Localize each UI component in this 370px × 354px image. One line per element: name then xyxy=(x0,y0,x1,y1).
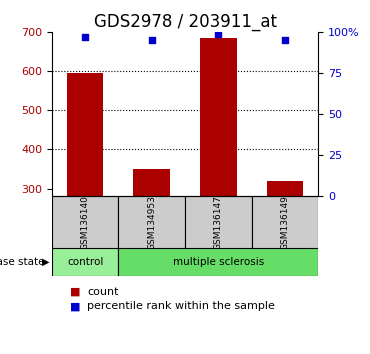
Bar xyxy=(52,248,118,276)
Bar xyxy=(185,196,252,248)
Point xyxy=(82,34,88,40)
Text: ■: ■ xyxy=(70,287,81,297)
Text: GSM134953: GSM134953 xyxy=(147,195,156,250)
Text: GSM136149: GSM136149 xyxy=(280,195,289,250)
Bar xyxy=(118,196,185,248)
Point xyxy=(215,31,221,36)
Point xyxy=(149,37,155,43)
Point xyxy=(282,37,288,43)
Text: control: control xyxy=(67,257,103,267)
Text: GSM136147: GSM136147 xyxy=(214,195,223,250)
Bar xyxy=(52,196,118,248)
Text: GSM136140: GSM136140 xyxy=(81,195,90,250)
Text: disease state: disease state xyxy=(0,257,48,267)
Bar xyxy=(118,248,318,276)
Text: multiple sclerosis: multiple sclerosis xyxy=(173,257,264,267)
Title: GDS2978 / 203911_at: GDS2978 / 203911_at xyxy=(94,13,276,30)
Bar xyxy=(200,38,237,196)
Bar xyxy=(133,169,170,196)
Text: count: count xyxy=(87,287,118,297)
Text: ■: ■ xyxy=(70,301,81,311)
Bar xyxy=(266,181,303,196)
Text: ▶: ▶ xyxy=(43,257,50,267)
Bar xyxy=(67,73,103,196)
Text: percentile rank within the sample: percentile rank within the sample xyxy=(87,301,275,311)
Bar xyxy=(252,196,318,248)
